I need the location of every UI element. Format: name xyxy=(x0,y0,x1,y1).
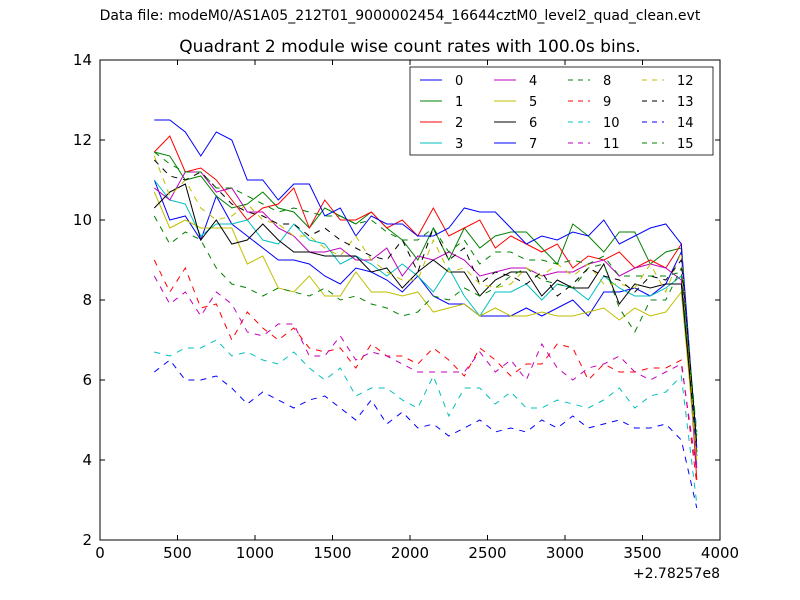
legend-label-3: 3 xyxy=(455,137,463,152)
series-line-5 xyxy=(153,191,698,461)
y-tick-label-10: 10 xyxy=(73,211,92,229)
series-line-15 xyxy=(153,151,698,433)
x-tick-label-2000: 2000 xyxy=(391,544,429,562)
x-tick-label-4000: 4000 xyxy=(701,544,739,562)
series-line-12 xyxy=(153,155,698,461)
legend-label-10: 10 xyxy=(603,116,620,131)
legend-label-0: 0 xyxy=(455,74,463,89)
y-tick-label-6: 6 xyxy=(82,371,92,389)
series-line-6 xyxy=(153,183,698,453)
legend-label-11: 11 xyxy=(603,137,620,152)
figure-suptitle: Data file: modeM0/AS1A05_212T01_90000024… xyxy=(99,8,701,24)
series-line-4 xyxy=(153,171,698,469)
legend-label-4: 4 xyxy=(529,74,537,89)
series-line-8 xyxy=(153,215,698,437)
legend-label-8: 8 xyxy=(603,74,611,89)
y-tick-label-8: 8 xyxy=(82,291,92,309)
x-offset-label: +2.78257e8 xyxy=(633,566,720,582)
series-line-13 xyxy=(153,159,698,445)
y-tick-label-14: 14 xyxy=(73,51,92,69)
series-layer xyxy=(153,119,698,509)
legend-label-2: 2 xyxy=(455,116,463,131)
legend-label-5: 5 xyxy=(529,95,537,110)
ticks-layer: 0 500 1000 1500 2000 2500 3000 3500 400024681012… xyxy=(73,51,739,562)
x-tick-label-1000: 1000 xyxy=(236,544,274,562)
series-line-10 xyxy=(154,339,698,505)
series-line-7 xyxy=(154,119,698,449)
series-line-11 xyxy=(153,275,698,473)
series-line-1 xyxy=(154,151,698,453)
chart-title: Quadrant 2 module wise count rates with … xyxy=(179,37,641,57)
series-line-0 xyxy=(153,179,698,457)
y-tick-label-2: 2 xyxy=(82,531,92,549)
legend-label-7: 7 xyxy=(529,137,537,152)
y-tick-label-4: 4 xyxy=(82,451,92,469)
x-tick-label-0: 0 xyxy=(95,544,105,562)
legend-label-13: 13 xyxy=(677,95,694,110)
legend-label-14: 14 xyxy=(677,116,694,131)
legend-label-6: 6 xyxy=(529,116,537,131)
legend-label-12: 12 xyxy=(677,74,694,89)
series-line-14 xyxy=(153,359,698,509)
x-tick-label-3000: 3000 xyxy=(546,544,584,562)
x-tick-label-2500: 2500 xyxy=(468,544,506,562)
x-tick-label-3500: 3500 xyxy=(623,544,661,562)
x-tick-label-1500: 1500 xyxy=(313,544,351,562)
series-line-3 xyxy=(153,179,698,465)
series-line-2 xyxy=(153,135,698,481)
legend-label-15: 15 xyxy=(677,137,694,152)
x-tick-label-500: 500 xyxy=(163,544,192,562)
legend-label-9: 9 xyxy=(603,95,611,110)
y-tick-label-12: 12 xyxy=(73,131,92,149)
legend-label-1: 1 xyxy=(455,95,463,110)
legend-box xyxy=(409,66,714,156)
